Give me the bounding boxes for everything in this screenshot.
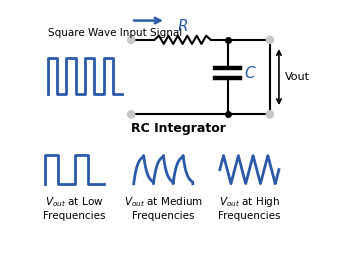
Text: R: R	[177, 19, 188, 34]
Text: RC Integrator: RC Integrator	[131, 122, 226, 135]
Circle shape	[266, 111, 274, 118]
Circle shape	[266, 36, 274, 43]
Text: $V_{out}$ at Low
Frequencies: $V_{out}$ at Low Frequencies	[43, 195, 106, 221]
Text: Vout: Vout	[285, 72, 311, 82]
Text: $V_{out}$ at High
Frequencies: $V_{out}$ at High Frequencies	[218, 195, 281, 221]
Text: Square Wave Input Signal: Square Wave Input Signal	[48, 29, 182, 38]
Circle shape	[128, 111, 135, 118]
Text: $V_{out}$ at Medium
Frequencies: $V_{out}$ at Medium Frequencies	[124, 195, 203, 221]
Circle shape	[128, 36, 135, 43]
Text: C: C	[244, 66, 255, 81]
